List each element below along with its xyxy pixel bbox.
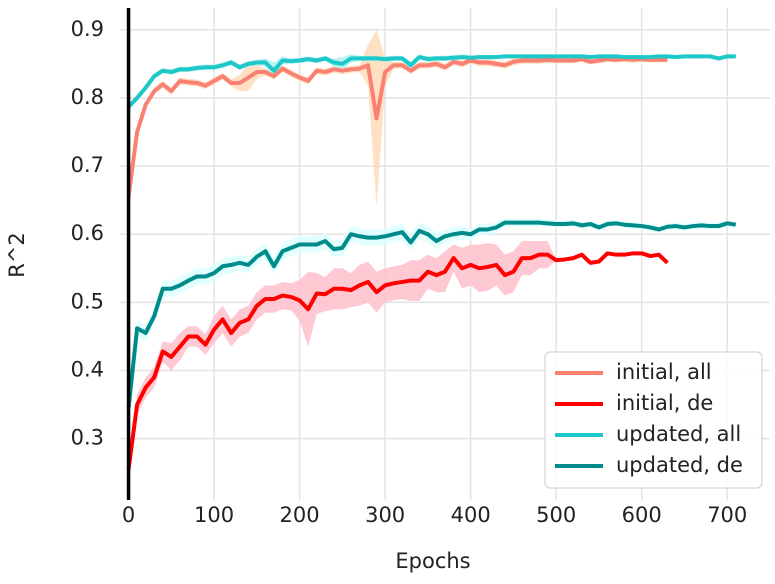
x-tick-label: 0 bbox=[122, 503, 135, 527]
legend-label: initial, all bbox=[616, 360, 712, 384]
x-tick-label: 200 bbox=[280, 503, 320, 527]
legend-box bbox=[544, 351, 763, 489]
x-tick-label: 600 bbox=[622, 503, 662, 527]
y-axis-label: R^2 bbox=[5, 232, 29, 278]
legend: initial, all initial, de updated, all updat… bbox=[544, 351, 763, 489]
x-tick-label: 300 bbox=[365, 503, 405, 527]
legend-label: initial, de bbox=[616, 391, 713, 415]
x-tick-label: 100 bbox=[194, 503, 234, 527]
x-axis-label: Epochs bbox=[395, 549, 470, 573]
ticks: 0.3 0.4 0.5 0.6 0.7 0.8 0.9 0 100 200 300 400 500 600… bbox=[71, 8, 747, 527]
x-tick-label: 700 bbox=[707, 503, 747, 527]
x-tick-label: 500 bbox=[536, 503, 576, 527]
y-tick-label: 0.5 bbox=[71, 289, 104, 313]
y-tick-label: 0.7 bbox=[71, 153, 104, 177]
legend-label: updated, de bbox=[616, 453, 743, 477]
lines bbox=[126, 54, 737, 470]
y-tick-label: 0.4 bbox=[71, 358, 104, 382]
series-line bbox=[127, 54, 736, 109]
series-line bbox=[126, 57, 668, 198]
y-tick-label: 0.3 bbox=[71, 426, 104, 450]
series-line bbox=[126, 220, 737, 409]
legend-label: updated, all bbox=[616, 422, 741, 446]
y-tick-label: 0.8 bbox=[71, 85, 104, 109]
y-tick-label: 0.6 bbox=[71, 221, 104, 245]
error-band bbox=[128, 29, 668, 207]
x-tick-label: 400 bbox=[451, 503, 491, 527]
y-tick-label: 0.9 bbox=[71, 17, 104, 41]
series-line bbox=[126, 251, 669, 470]
